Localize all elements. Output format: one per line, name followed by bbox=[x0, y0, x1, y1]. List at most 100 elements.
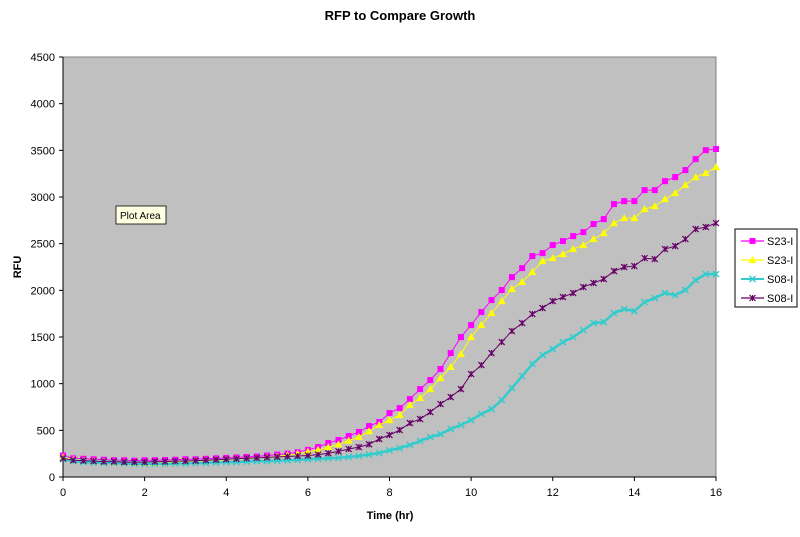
y-axis-label: RFU bbox=[12, 256, 24, 279]
data-point bbox=[416, 394, 425, 402]
data-point bbox=[672, 174, 679, 181]
y-tick-label: 0 bbox=[49, 472, 55, 484]
data-point bbox=[355, 429, 362, 436]
data-point bbox=[314, 451, 322, 459]
data-point bbox=[691, 173, 700, 181]
series-4 bbox=[59, 219, 720, 466]
y-tick-label: 3000 bbox=[31, 192, 55, 204]
data-point bbox=[661, 245, 669, 253]
data-point bbox=[488, 405, 496, 413]
data-point bbox=[334, 454, 343, 462]
data-point bbox=[161, 458, 169, 466]
data-point bbox=[600, 275, 608, 283]
data-point bbox=[651, 255, 659, 263]
data-point bbox=[518, 278, 527, 286]
data-point bbox=[385, 446, 394, 454]
data-point bbox=[488, 297, 495, 304]
data-point bbox=[335, 447, 342, 455]
data-point bbox=[610, 201, 617, 208]
data-point bbox=[110, 458, 118, 466]
legend-item: S23-I bbox=[741, 236, 793, 248]
legend-label: S23-I bbox=[767, 255, 793, 267]
data-point bbox=[641, 298, 649, 306]
data-point bbox=[151, 458, 159, 466]
data-point bbox=[702, 270, 710, 278]
data-point bbox=[569, 245, 578, 253]
data-point bbox=[529, 253, 536, 260]
data-point bbox=[304, 452, 312, 459]
data-point bbox=[416, 437, 424, 445]
plot-area[interactable] bbox=[62, 56, 717, 478]
data-point bbox=[437, 366, 444, 373]
data-point bbox=[620, 305, 628, 313]
legend[interactable]: S23-I S23-I S08-I S08-I bbox=[734, 228, 798, 308]
data-point bbox=[192, 457, 200, 465]
data-point bbox=[467, 416, 475, 424]
data-point bbox=[661, 289, 669, 297]
data-point bbox=[600, 318, 608, 326]
data-point bbox=[447, 350, 454, 357]
y-tick-label: 4000 bbox=[31, 99, 55, 111]
data-point bbox=[661, 178, 668, 185]
data-point bbox=[437, 400, 444, 408]
data-point bbox=[100, 458, 108, 466]
data-point bbox=[589, 235, 598, 243]
data-point bbox=[651, 294, 659, 302]
data-point bbox=[610, 267, 618, 275]
data-point bbox=[294, 452, 302, 460]
y-tick-label: 2500 bbox=[31, 239, 55, 251]
data-point bbox=[79, 457, 87, 465]
data-point bbox=[539, 250, 546, 257]
data-point bbox=[519, 265, 526, 272]
legend-marker bbox=[748, 275, 757, 283]
data-point bbox=[212, 456, 220, 464]
data-point bbox=[712, 270, 720, 278]
data-point bbox=[182, 457, 189, 465]
data-point bbox=[375, 449, 383, 457]
data-point bbox=[90, 457, 98, 465]
data-point bbox=[558, 250, 567, 258]
chart-title: RFP to Compare Growth bbox=[325, 8, 476, 23]
data-point bbox=[692, 276, 700, 284]
data-point bbox=[334, 440, 343, 448]
data-point bbox=[417, 386, 424, 393]
data-point bbox=[406, 419, 414, 427]
data-point bbox=[528, 268, 537, 276]
data-point bbox=[590, 319, 598, 327]
data-point bbox=[620, 214, 629, 222]
data-point bbox=[426, 408, 434, 416]
data-point bbox=[477, 410, 485, 418]
tooltip-text: Plot Area bbox=[120, 211, 161, 222]
data-point bbox=[355, 443, 363, 451]
x-tick-label: 10 bbox=[465, 487, 477, 499]
legend-box bbox=[734, 228, 798, 308]
x-tick-label: 14 bbox=[628, 487, 640, 499]
data-point bbox=[630, 307, 638, 315]
series-group bbox=[59, 146, 720, 468]
data-point bbox=[233, 455, 240, 463]
data-point bbox=[692, 156, 699, 163]
data-point bbox=[508, 274, 515, 281]
data-point bbox=[222, 455, 230, 463]
data-point bbox=[345, 453, 353, 461]
data-point bbox=[396, 426, 404, 434]
data-point bbox=[59, 454, 67, 462]
axes: 0 500 1000 1500 2000 2500 3000 3500 4000 4500 0 2 4 6… bbox=[31, 52, 723, 499]
data-point bbox=[436, 430, 445, 438]
data-point bbox=[549, 345, 557, 353]
data-point bbox=[447, 393, 455, 401]
data-point bbox=[590, 221, 597, 228]
data-point bbox=[447, 425, 455, 433]
data-point bbox=[671, 189, 680, 197]
data-point bbox=[508, 327, 516, 335]
data-point bbox=[345, 445, 353, 453]
data-point bbox=[651, 187, 658, 194]
data-point bbox=[314, 445, 323, 453]
data-point bbox=[171, 457, 179, 465]
data-point bbox=[681, 181, 690, 189]
data-point bbox=[375, 421, 384, 429]
data-point bbox=[610, 309, 618, 317]
data-point bbox=[243, 454, 251, 462]
data-point bbox=[570, 233, 577, 240]
